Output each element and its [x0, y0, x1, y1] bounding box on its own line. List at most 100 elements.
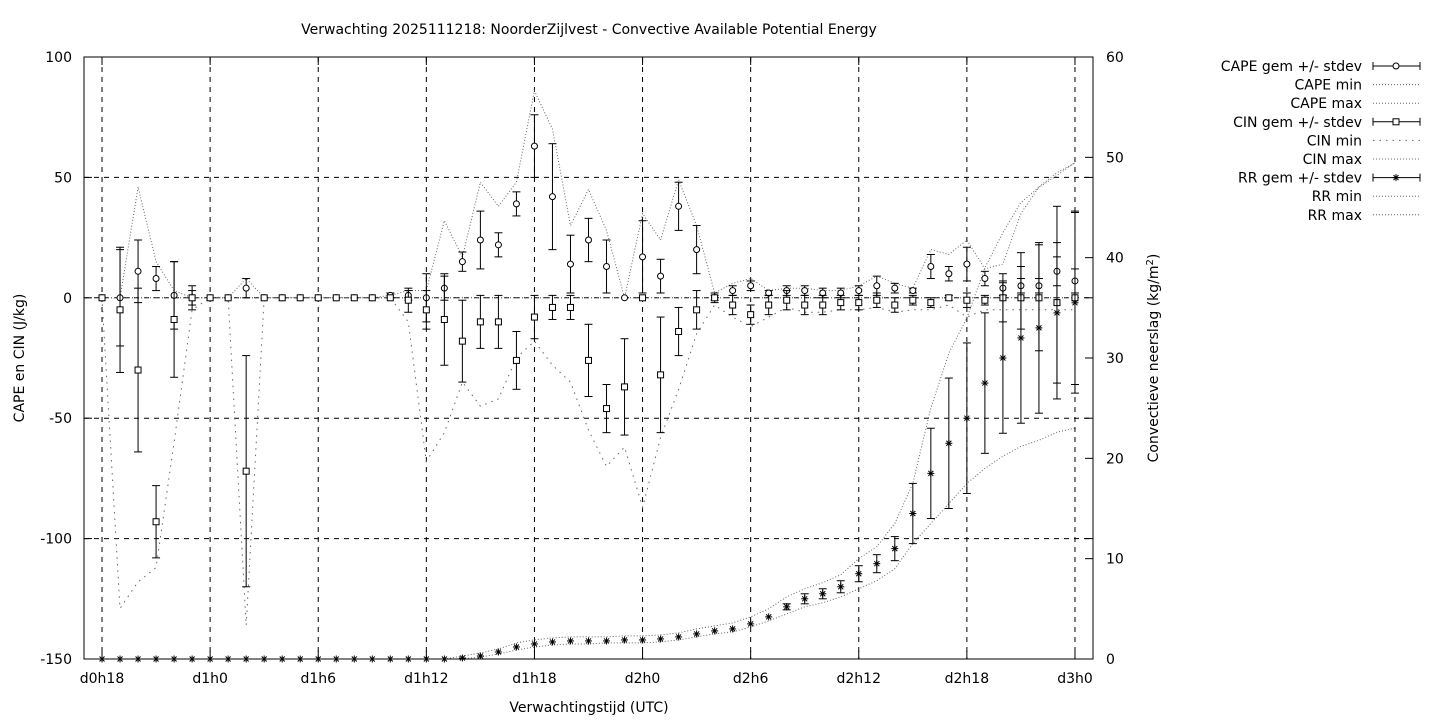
y2-axis-label-end: )	[1146, 254, 1162, 259]
cin-point	[224, 294, 232, 302]
y2-axis-label-main: Convectieve neerslag (kg/m	[1146, 265, 1162, 462]
y2-tick-label: 30	[1106, 351, 1124, 367]
legend: CAPE gem +/- stdev CAPE min CAPE max CIN ge…	[1221, 59, 1421, 224]
x-axis-label: Verwachtingstijd (UTC)	[509, 700, 668, 716]
cin-point	[963, 296, 971, 304]
cin-point	[729, 301, 737, 309]
cape-point	[693, 246, 701, 254]
cin-point	[494, 318, 502, 326]
cin-point	[909, 296, 917, 304]
cin-point	[206, 294, 214, 302]
legend-label: CIN max	[1303, 152, 1362, 168]
rr-point	[1035, 324, 1043, 332]
rr-point	[494, 648, 502, 656]
y2-axis-ticks: 0 10 20 30 40 50 60	[1085, 50, 1124, 668]
y2-tick-label: 40	[1106, 251, 1124, 267]
legend-label: CAPE min	[1295, 78, 1363, 94]
y-axis-ticks: -150 -100 -50 0 50 100	[40, 50, 1093, 668]
cape-point	[657, 272, 665, 280]
rr-point	[891, 545, 899, 553]
y-tick-label: -50	[49, 411, 72, 427]
cin-point	[134, 366, 142, 374]
rr-point	[963, 414, 971, 422]
cape-point	[548, 193, 556, 201]
y2-tick-label: 50	[1106, 150, 1124, 166]
rr-point	[873, 560, 881, 568]
cin-point	[332, 294, 340, 302]
cin-point	[98, 294, 106, 302]
cin-point	[278, 294, 286, 302]
cape-point	[476, 236, 484, 244]
cape-point	[494, 241, 502, 249]
cin-point	[855, 299, 863, 307]
cin-point	[783, 296, 791, 304]
y-tick-label: 50	[54, 170, 72, 186]
cape-point	[909, 287, 917, 295]
cin-point	[819, 301, 827, 309]
cin-point	[603, 405, 611, 413]
plot-area	[83, 56, 1094, 663]
cape-point	[134, 267, 142, 275]
x-tick-label: d3h0	[1057, 671, 1093, 687]
rr-point	[657, 635, 665, 643]
rr-point	[1053, 309, 1061, 317]
cin-point	[945, 294, 953, 302]
rr-point	[530, 640, 538, 648]
rr-point	[1071, 299, 1079, 307]
cape-point	[945, 270, 953, 278]
cin-point	[693, 306, 701, 314]
rr-point	[765, 613, 773, 621]
y2-tick-label: 10	[1106, 552, 1124, 568]
cin-point	[801, 301, 809, 309]
cin-point	[170, 315, 178, 323]
rr-point	[801, 595, 809, 603]
cin-point	[152, 518, 160, 526]
cin-point	[512, 356, 520, 364]
cape-point	[747, 282, 755, 290]
rr-point	[548, 638, 556, 646]
y-tick-label: -150	[40, 652, 72, 668]
cin-point	[639, 294, 647, 302]
cin-point	[837, 299, 845, 307]
cin-point	[260, 294, 268, 302]
cin-point	[314, 294, 322, 302]
x-tick-label: d1h0	[192, 671, 228, 687]
series-marks	[98, 114, 1079, 663]
cape-point	[855, 287, 863, 295]
cape-point	[927, 262, 935, 270]
legend-marker	[1392, 174, 1400, 182]
rr-point	[693, 630, 701, 638]
cape-point	[512, 200, 520, 208]
cape-point	[729, 287, 737, 295]
cape-point	[963, 260, 971, 268]
cin-point	[675, 328, 683, 336]
cin-point	[422, 306, 430, 314]
rr-point	[711, 627, 719, 635]
cape-point	[891, 284, 899, 292]
y-tick-label: 100	[45, 50, 72, 66]
x-axis-ticks: d0h18 d1h0 d1h6 d1h12 d1h18 d2h0 d2h6 d2h12 d2h1…	[80, 57, 1093, 687]
cape-point	[458, 258, 466, 266]
y-tick-label: 0	[63, 291, 72, 307]
y2-tick-label: 60	[1106, 50, 1124, 66]
cape-point	[585, 236, 592, 244]
legend-label: RR min	[1312, 189, 1362, 205]
cin-point	[458, 337, 466, 345]
legend-label: RR max	[1308, 208, 1362, 224]
cin-point	[350, 294, 358, 302]
rr-point	[837, 583, 845, 591]
cin-point	[440, 315, 448, 323]
cin-point	[981, 296, 989, 304]
cape-point	[242, 284, 250, 292]
rr-point	[999, 354, 1007, 362]
y2-tick-label: 0	[1106, 652, 1115, 668]
cin-point	[657, 371, 665, 379]
legend-label: CIN min	[1307, 133, 1362, 149]
cape-point	[639, 253, 647, 261]
cin-point	[116, 306, 124, 314]
cape-point	[530, 142, 538, 150]
y2-axis-label-sup: 2	[1145, 259, 1156, 265]
rr-point	[566, 637, 574, 645]
cin-point	[747, 311, 755, 319]
